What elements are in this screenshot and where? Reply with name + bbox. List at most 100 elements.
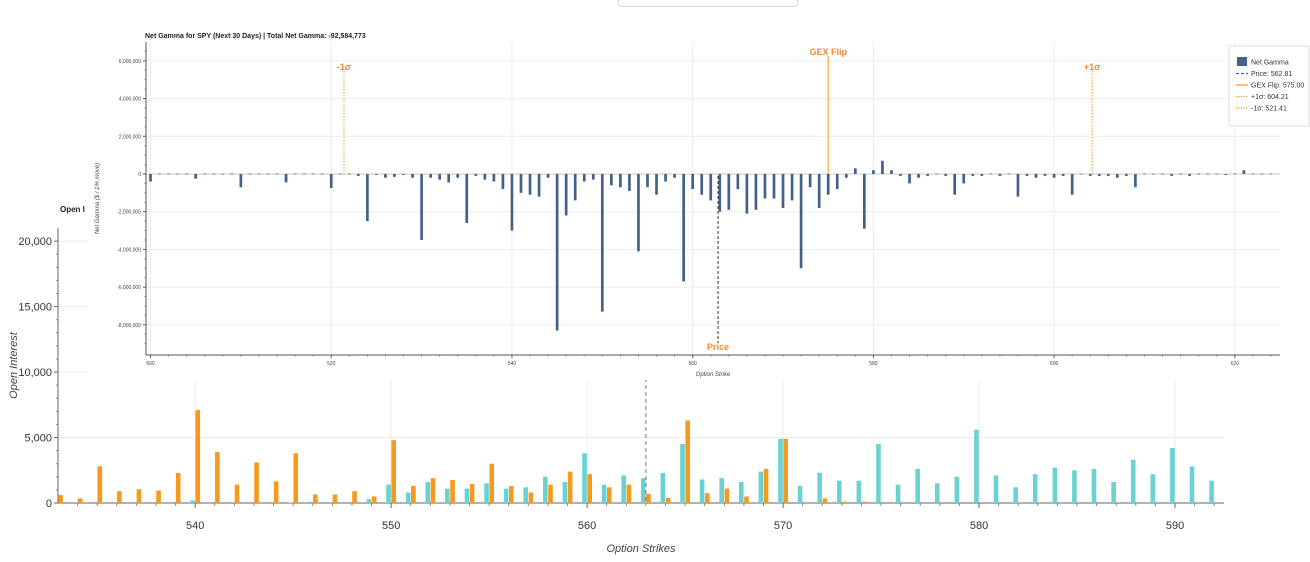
gex-bar <box>863 173 866 229</box>
oi-bar-calls <box>699 479 705 503</box>
gex-bar <box>1224 173 1228 175</box>
gex-bar <box>546 173 550 178</box>
gex-bar <box>420 173 423 240</box>
oi-y-axis-label: Open Interest <box>8 331 20 399</box>
gex-bar <box>709 173 713 201</box>
oi-bar-puts <box>704 493 710 503</box>
gex-chart: Net Gamma for SPY (Next 30 Days) | Total… <box>88 30 1310 380</box>
oi-bar-puts <box>822 498 828 503</box>
oi-bar-calls <box>562 482 568 503</box>
gex-bar <box>537 173 541 197</box>
gex-bar <box>1034 173 1038 178</box>
gex-bar <box>1070 173 1074 195</box>
oi-bar-calls <box>993 475 999 503</box>
oi-bar-puts <box>509 485 514 503</box>
gex-bar <box>1125 173 1128 176</box>
gex-bar <box>700 173 704 195</box>
gex-bar <box>167 173 170 175</box>
oi-bar-puts <box>273 481 279 503</box>
oi-bar-puts <box>607 487 612 503</box>
oi-bar-calls <box>738 482 744 503</box>
oi-bar-puts <box>763 468 769 503</box>
gex-bar <box>844 173 848 178</box>
oi-bar-puts <box>97 466 103 503</box>
gex-bar <box>727 173 731 210</box>
gex-bar <box>935 173 938 175</box>
oi-bar-calls <box>288 502 293 503</box>
gex-bar <box>1016 173 1020 197</box>
gex-bar <box>853 168 857 174</box>
gex-markers: GEX Flip -1σ +1σ Price <box>337 47 1100 352</box>
gex-legend-label: +1σ: 604.21 <box>1251 94 1289 101</box>
gex-bar <box>474 173 478 176</box>
oi-bar-calls <box>1091 468 1097 503</box>
gex-bar <box>366 173 369 222</box>
oi-bar-calls <box>778 438 783 503</box>
gex-bar <box>465 173 469 224</box>
oi-bar-calls <box>445 488 450 503</box>
oi-bar-puts <box>469 484 475 503</box>
oi-bar-puts <box>254 462 259 503</box>
gex-bar <box>384 173 387 178</box>
oi-bar-puts <box>489 463 495 503</box>
oi-bar-puts <box>411 485 416 503</box>
oi-y-tick-label: 5,000 <box>24 433 52 445</box>
gex-bar <box>1079 173 1083 175</box>
gex-bar <box>628 173 631 191</box>
oi-bar-calls <box>464 488 470 503</box>
oi-bar-calls <box>817 472 822 503</box>
gex-bar <box>447 173 451 183</box>
gex-bar <box>790 173 794 201</box>
gex-bar <box>826 173 830 195</box>
gex-bar <box>257 173 261 175</box>
gex-y-tick-label: 6,000,000 <box>119 59 141 65</box>
oi-bar-puts <box>783 438 788 503</box>
toolbar-tab[interactable] <box>618 0 798 7</box>
gex-bar <box>1025 173 1029 176</box>
oi-bar-puts <box>567 471 573 503</box>
oi-bar-calls <box>1111 482 1116 503</box>
gex-bar <box>1152 173 1155 175</box>
gex-bar <box>1215 173 1219 175</box>
oi-bar-calls <box>386 484 391 503</box>
gex-bar <box>1161 173 1164 175</box>
gex-bar <box>1052 173 1056 178</box>
oi-bar-calls <box>484 483 489 503</box>
oi-bar-calls <box>954 476 960 503</box>
oi-bar-puts <box>371 496 377 503</box>
oi-bar-calls <box>1170 448 1175 503</box>
gex-bar <box>736 173 740 190</box>
oi-bar-calls <box>680 444 685 503</box>
gex-bar <box>375 173 378 175</box>
gex-bar <box>266 173 270 175</box>
gex-x-tick-label: 560 <box>688 361 697 367</box>
gex-legend-label: GEX Flip: 575.00 <box>1251 83 1304 90</box>
oi-bar-puts <box>548 484 553 503</box>
gex-marker-label: Price <box>707 342 729 352</box>
oi-bar-puts <box>332 494 338 503</box>
gex-bar <box>619 173 622 188</box>
gex-bar <box>582 173 586 182</box>
gex-bar <box>817 173 821 208</box>
gex-bar <box>185 173 189 175</box>
gex-bar <box>781 173 785 208</box>
oi-bar-calls <box>797 485 803 503</box>
oi-x-tick-label: 570 <box>774 520 792 532</box>
gex-bar <box>881 160 884 174</box>
oi-bar-calls <box>1072 470 1077 503</box>
gex-bar <box>248 173 252 175</box>
oi-bar-puts <box>234 484 240 503</box>
gex-bar <box>1197 173 1201 175</box>
oi-bar-puts <box>724 488 730 503</box>
gex-bar <box>1116 173 1119 178</box>
gex-bar <box>519 173 523 193</box>
gex-marker-label: GEX Flip <box>809 47 847 57</box>
gex-bar <box>926 173 929 176</box>
gex-bar <box>998 173 1002 176</box>
gex-bar <box>1233 173 1237 175</box>
oi-bar-calls <box>1052 467 1058 503</box>
oi-bar-calls <box>503 488 509 503</box>
gex-bar <box>1188 173 1191 176</box>
gex-bar <box>682 173 685 282</box>
